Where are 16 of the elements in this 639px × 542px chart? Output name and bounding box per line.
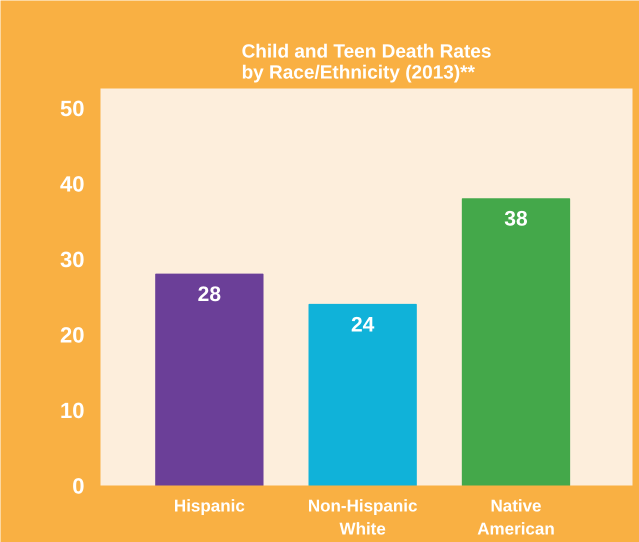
bar <box>155 274 264 486</box>
chart-title: Child and Teen Death Rates by Race/Ethnicity (2013)** <box>242 42 492 84</box>
bar <box>462 198 570 486</box>
bar <box>308 304 417 486</box>
x-tick-label: Native American <box>477 496 555 538</box>
data-label: 38 <box>504 208 528 231</box>
data-label: 28 <box>198 283 222 306</box>
x-tick-label: Non-Hispanic White <box>308 496 418 538</box>
y-tick-label: 10 <box>60 398 85 424</box>
y-tick-label: 20 <box>60 322 85 348</box>
y-tick-label: 0 <box>72 474 85 498</box>
y-tick-label: 30 <box>60 247 85 272</box>
y-tick-label: 50 <box>60 96 85 122</box>
data-label: 24 <box>350 313 375 336</box>
y-tick-label: 40 <box>60 172 85 197</box>
x-tick-label: Hispanic <box>174 496 245 516</box>
